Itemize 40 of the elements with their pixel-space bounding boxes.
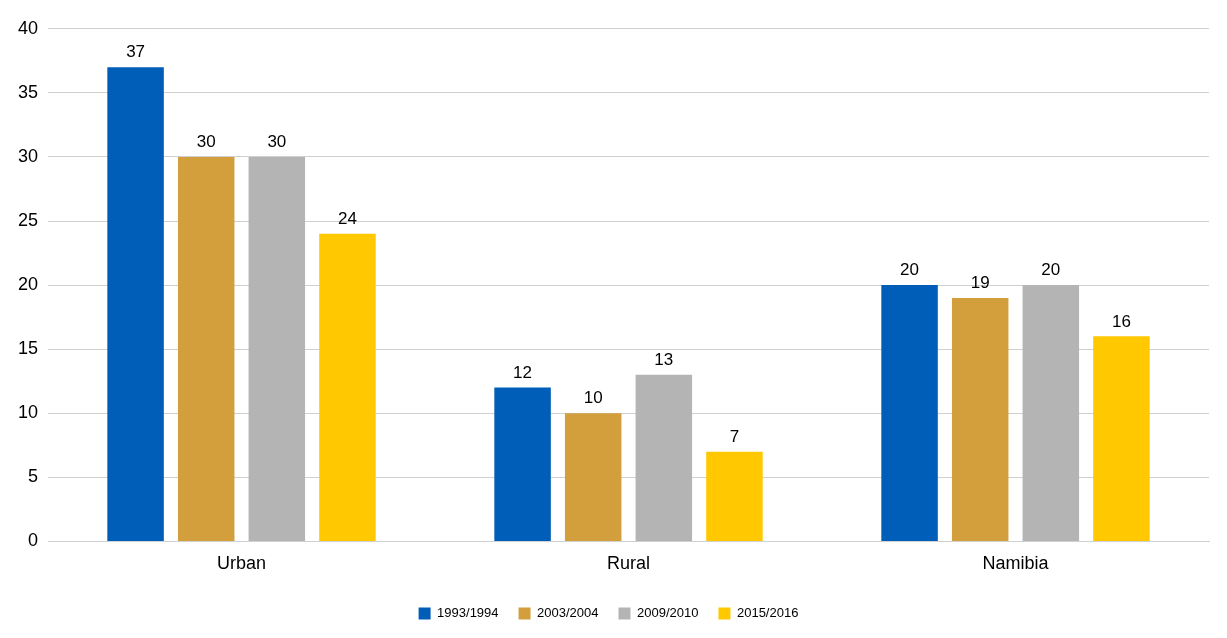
y-tick-label: 30 xyxy=(17,145,39,166)
data-label: 24 xyxy=(338,209,357,229)
x-tick-label: Rural xyxy=(607,553,651,574)
data-label: 13 xyxy=(654,349,674,369)
bar xyxy=(494,387,551,541)
y-tick-label: 0 xyxy=(28,530,39,551)
bar xyxy=(248,156,306,541)
data-label: 30 xyxy=(267,132,287,152)
x-tick-label: Urban xyxy=(217,553,267,574)
y-tick-label: 5 xyxy=(28,466,39,487)
bar xyxy=(635,374,693,541)
data-label: 37 xyxy=(126,42,146,62)
bar xyxy=(564,413,622,541)
legend-label: 1993/1994 xyxy=(437,605,499,621)
legend-label: 2009/2010 xyxy=(637,605,699,621)
x-tick-label: Namibia xyxy=(982,553,1050,574)
bar xyxy=(107,67,164,541)
data-label: 30 xyxy=(196,132,216,152)
y-tick-label: 20 xyxy=(17,274,39,295)
bar xyxy=(177,156,235,541)
bar xyxy=(1022,285,1080,541)
data-label: 20 xyxy=(1041,260,1061,280)
y-tick-label: 40 xyxy=(17,17,39,38)
data-label: 10 xyxy=(583,388,603,408)
data-label: 7 xyxy=(729,426,740,446)
bar xyxy=(881,285,938,541)
legend-label: 2003/2004 xyxy=(537,605,599,621)
data-label: 16 xyxy=(1111,311,1131,331)
bar xyxy=(319,233,376,541)
data-label: 20 xyxy=(900,260,920,280)
data-label: 12 xyxy=(513,362,533,382)
y-tick-label: 15 xyxy=(17,338,39,359)
y-tick-label: 10 xyxy=(17,402,39,423)
bar xyxy=(706,451,763,541)
bar xyxy=(951,297,1009,541)
legend-label: 2015/2016 xyxy=(736,605,799,621)
y-tick-label: 35 xyxy=(17,81,39,102)
y-tick-label: 25 xyxy=(17,209,39,230)
bar xyxy=(1093,336,1150,541)
data-label: 19 xyxy=(970,273,990,293)
